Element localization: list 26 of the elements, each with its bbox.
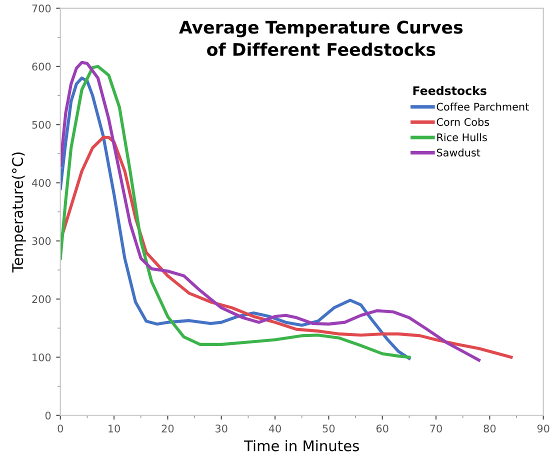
x-tick-label: 80 (484, 424, 496, 432)
x-tick-label: 0 (58, 424, 63, 432)
x-tick-label: 60 (376, 424, 388, 432)
y-tick-label: 400 (32, 178, 51, 187)
x-tick-label: 90 (537, 424, 550, 432)
x-tick-label: 70 (430, 424, 442, 432)
legend-label: Sawdust (436, 148, 480, 157)
x-tick-label: 40 (268, 424, 281, 432)
x-axis-title: Time in Minutes (244, 440, 359, 452)
legend-label: Coffee Parchment (436, 102, 529, 111)
y-tick-label: 300 (32, 237, 51, 246)
x-tick-label: 20 (162, 424, 174, 432)
text: Average Temperature Curves of Different Feedstocks (179, 20, 463, 56)
legend-label: Corn Cobs (436, 118, 490, 126)
y-tick-label: 500 (32, 120, 51, 129)
y-axis-title: Temperature(°C) (12, 152, 26, 272)
x-tick-label: 30 (216, 424, 228, 432)
y-tick-label: 0 (45, 412, 51, 420)
y-tick-label: 100 (32, 353, 51, 362)
y-tick-label: 600 (32, 62, 51, 71)
x-tick-label: 10 (108, 424, 120, 432)
legend-title: Feedstocks (413, 86, 486, 96)
y-tick-label: 700 (32, 4, 51, 12)
legend-label: Rice Hulls (437, 133, 487, 142)
x-tick-label: 50 (322, 424, 335, 432)
y-tick-label: 200 (32, 295, 51, 304)
